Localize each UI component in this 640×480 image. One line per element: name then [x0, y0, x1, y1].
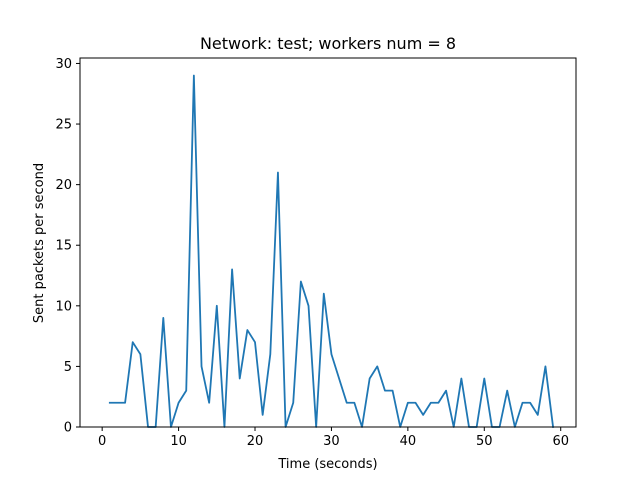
x-tick-label: 50 [476, 434, 493, 449]
axes-frame [79, 57, 577, 428]
y-tick-label: 20 [55, 178, 72, 193]
y-tick-label: 25 [55, 118, 72, 133]
plot-area: 0 10 20 30 40 50 60 0 5 10 15 20 25 30 [55, 57, 577, 449]
y-tick-label: 5 [64, 360, 72, 375]
x-tick-label: 40 [400, 434, 417, 449]
x-tick-label: 10 [170, 434, 187, 449]
x-tick-label: 20 [247, 434, 264, 449]
x-tick-label: 60 [552, 434, 569, 449]
x-tick-label: 30 [323, 434, 340, 449]
series-line-0 [108, 74, 555, 429]
x-axis-label: Time (seconds) [277, 457, 377, 472]
y-tick-label: 15 [55, 239, 72, 254]
y-tick-label: 0 [64, 421, 72, 436]
y-axis-label: Sent packets per second [32, 163, 47, 323]
y-tick-label: 30 [55, 57, 72, 72]
y-tick-label: 10 [55, 299, 72, 314]
x-tick-label: 0 [98, 434, 106, 449]
chart-title: Network: test; workers num = 8 [200, 34, 456, 53]
